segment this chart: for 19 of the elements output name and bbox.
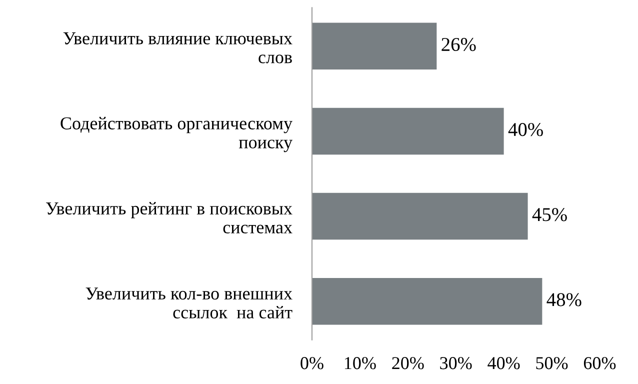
bar <box>312 22 437 70</box>
data-label: 48% <box>546 293 582 306</box>
x-tick-label: 0% <box>300 357 324 370</box>
data-label: 45% <box>532 208 567 222</box>
y-tick-label: Содействовать органическому поиску <box>60 116 292 152</box>
data-label: 40% <box>508 122 543 136</box>
y-tick-label: Увеличить рейтинг в поисковых системах <box>46 202 292 234</box>
x-tick-label: 10% <box>344 357 376 370</box>
x-tick-label: 30% <box>440 357 472 370</box>
bar <box>312 192 528 240</box>
x-tick-label: 20% <box>392 357 424 370</box>
y-tick-label: Увеличить влияние ключевых слов <box>63 32 292 64</box>
data-label: 26% <box>442 38 476 52</box>
x-tick-label: 40% <box>488 357 520 370</box>
bar <box>312 108 504 155</box>
y-tick-label: Увеличить кол-во внешних ссылок на сайт <box>86 288 292 318</box>
x-tick-label: 50% <box>536 357 568 370</box>
bar <box>312 278 542 325</box>
x-tick-label: 60% <box>584 357 616 370</box>
